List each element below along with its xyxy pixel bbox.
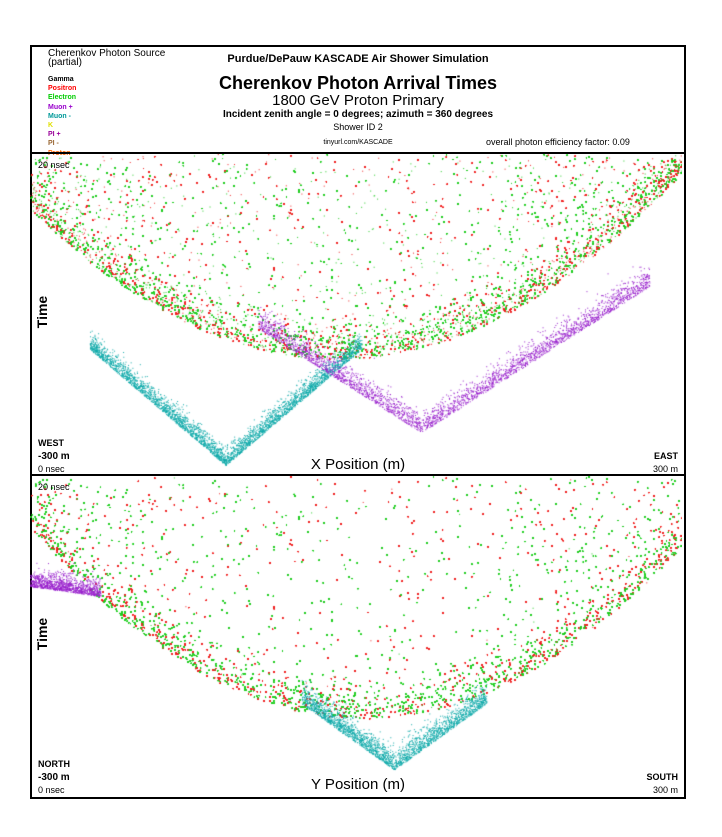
legend-subtitle-text: (partial)	[48, 57, 82, 68]
y-max-label: 20 nsec	[38, 160, 70, 170]
y-min-label: 0 nsec	[38, 464, 65, 474]
legend-item-electron: Electron	[48, 94, 77, 102]
legend-title-text: Cherenkov Photon Source	[48, 48, 166, 59]
y-scatter-plot	[30, 476, 682, 797]
legend-item-gamma: Gamma	[48, 76, 74, 83]
x-min-label: -300 m	[38, 451, 70, 462]
east-label: EAST	[653, 451, 678, 461]
figure-header: Cherenkov Photon Source (partial) Gamma P…	[30, 45, 686, 157]
south-label: SOUTH	[646, 772, 679, 782]
x-position-panel: 20 nsec Time WEST -300 m 0 nsec X Positi…	[30, 152, 686, 474]
legend-item-pi: PI +	[48, 131, 61, 139]
legend-item-muon: Muon +	[48, 103, 73, 111]
x-axis-label: X Position (m)	[310, 456, 406, 473]
y-max-pos-label: 300 m	[652, 785, 678, 795]
legend-title: Cherenkov Photon Source (partial)	[48, 48, 166, 68]
x-scatter-plot	[30, 154, 682, 474]
legend-item-muon: Muon -	[48, 112, 71, 120]
efficiency-text: overall photon efficiency factor: 0.09	[486, 137, 630, 147]
north-label: NORTH	[38, 759, 70, 769]
legend-item-pi: PI -	[48, 140, 59, 148]
x-max-label: 300 m	[652, 464, 678, 474]
y-min-pos-label: -300 m	[38, 772, 70, 783]
legend-item-positron: Positron	[48, 85, 77, 93]
title-main: Purdue/DePauw KASCADE Air Shower Simulat…	[227, 53, 489, 65]
x-axis-label: Y Position (m)	[311, 776, 405, 793]
y-axis-label: Time	[34, 295, 51, 329]
y-axis-label: Time	[34, 617, 51, 651]
title-big: Cherenkov Photon Arrival Times	[218, 73, 498, 93]
y-min-label: 0 nsec	[38, 785, 65, 795]
y-position-panel: 20 nsec Time NORTH -300 m 0 nsec Y Posit…	[30, 474, 686, 799]
legend-item-k: K	[48, 122, 54, 130]
shower-id: Shower ID 2	[333, 122, 383, 132]
west-label: WEST	[38, 438, 64, 448]
incident-angles: Incident zenith angle = 0 degrees; azimu…	[222, 109, 494, 120]
y-max-label: 20 nsec	[38, 482, 70, 492]
title-primary: 1800 GeV Proton Primary	[272, 92, 444, 109]
url-text: tinyurl.com/KASCADE	[323, 139, 393, 146]
